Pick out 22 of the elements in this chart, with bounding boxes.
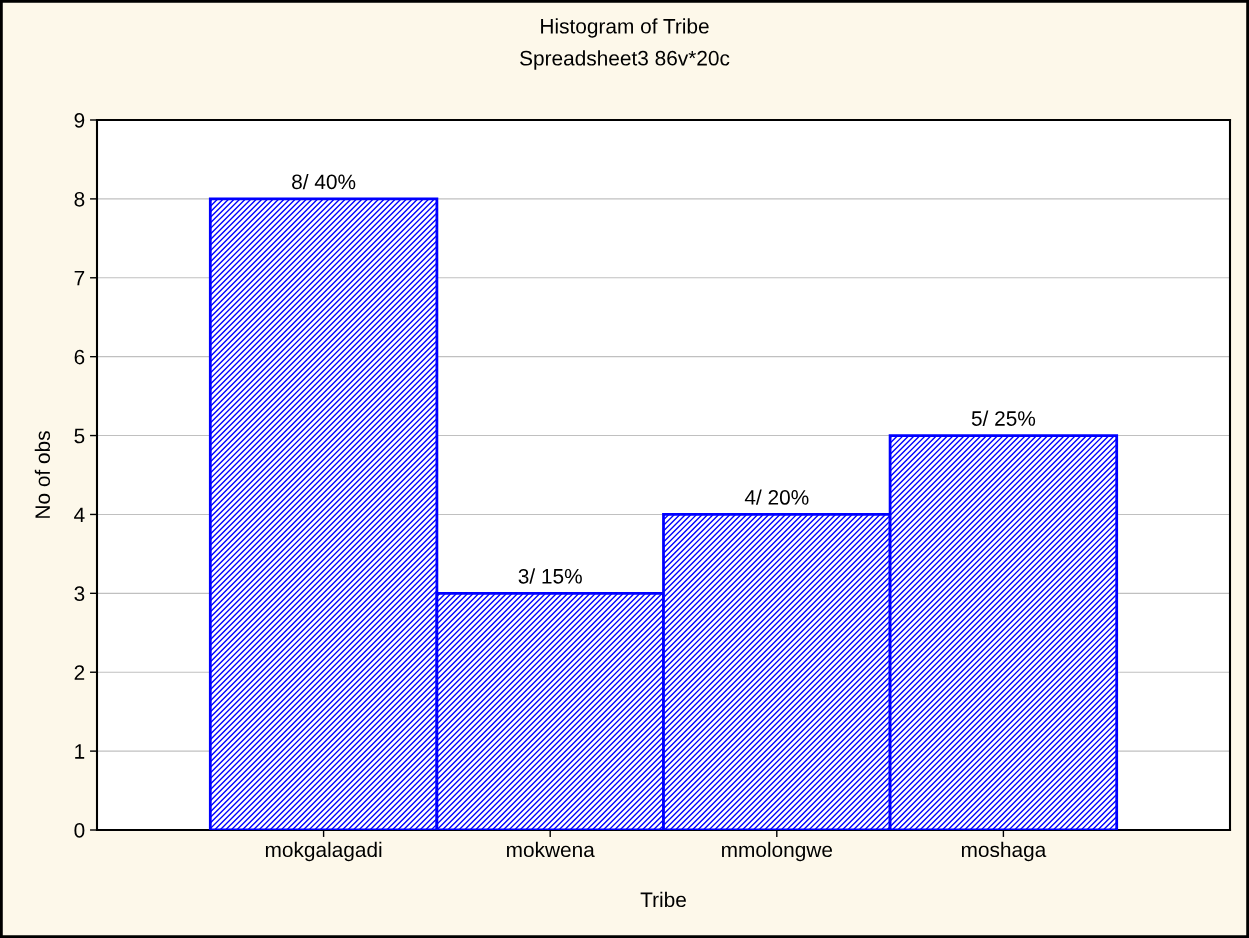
x-tick-label: moshaga <box>961 841 1047 862</box>
y-axis-title: No of obs <box>34 431 51 518</box>
data-label: 8/ 40% <box>292 173 356 190</box>
x-tick-label: mokgalagadi <box>265 841 382 862</box>
y-tick-label: 7 <box>74 270 85 286</box>
x-tick-label: mokwena <box>507 841 595 858</box>
y-tick-label: 4 <box>74 507 85 522</box>
y-tick-label: 1 <box>75 744 85 759</box>
data-label: 3/ 15% <box>518 568 582 584</box>
y-tick-label: 0 <box>74 823 85 838</box>
y-tick-label: 8 <box>74 191 85 207</box>
y-tick-label: 2 <box>74 665 85 680</box>
x-axis-title: Tribe <box>640 891 686 908</box>
x-tick-label: mmolongwe <box>722 841 833 862</box>
y-tick-label: 5 <box>74 428 85 444</box>
data-label: 5/ 25% <box>971 410 1036 426</box>
chart-title: Histogram of Tribe <box>541 18 709 38</box>
y-tick-label: 6 <box>74 349 85 365</box>
data-label: 4/ 20% <box>744 489 809 505</box>
chart-subtitle: Spreadsheet3 86v*20c <box>520 50 730 70</box>
y-tick-label: 9 <box>74 113 85 128</box>
y-tick-label: 3 <box>74 586 85 602</box>
